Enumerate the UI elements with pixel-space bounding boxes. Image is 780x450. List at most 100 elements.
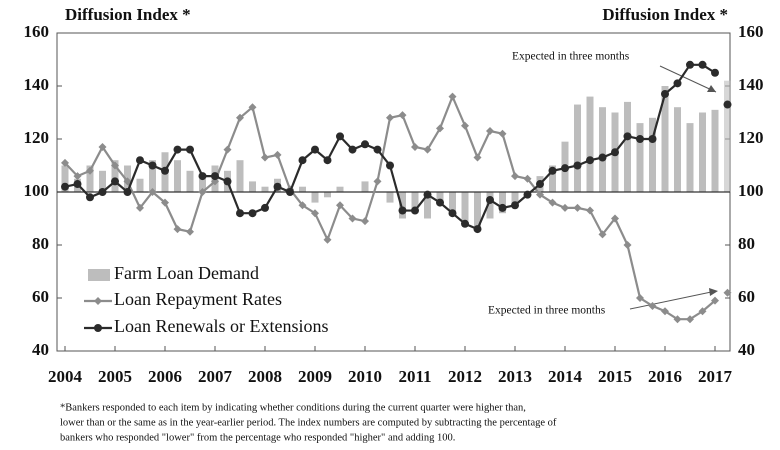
point [711,68,719,77]
point [98,188,107,196]
y-tick-label: 100 [24,181,50,200]
bar [661,86,669,192]
bar [649,117,656,192]
point [348,214,357,223]
x-tick-label: 2004 [48,367,83,386]
expected-point [723,288,732,297]
bar [361,181,369,192]
bar [449,192,456,214]
y2-tick-label: 100 [738,181,764,200]
point [661,307,669,316]
point [273,182,282,191]
point [448,92,457,101]
point [536,190,544,199]
point [573,161,582,170]
bar [474,192,481,230]
point [223,177,232,186]
bar [636,123,644,192]
bar [486,192,494,219]
point [123,188,132,196]
bar [299,186,306,192]
point [598,230,607,239]
x-tick-label: 2005 [98,367,132,386]
bar [711,109,719,192]
point [511,172,519,181]
point [323,156,332,165]
bar [511,192,519,206]
point [198,188,207,196]
point [436,198,444,207]
bar [599,107,606,192]
y2-tick-label: 60 [738,287,755,306]
point [311,209,319,218]
y-tick-label: 140 [24,75,50,94]
annotation-arrow [659,65,717,93]
point [386,161,394,170]
point [136,203,144,212]
point [361,217,369,226]
point [136,156,144,165]
x-tick-label: 2008 [248,367,282,386]
point [148,161,157,170]
point [561,164,569,173]
point [373,177,382,186]
point [523,174,532,183]
point [698,307,707,316]
y2-tick-label: 140 [738,75,764,94]
point [236,209,244,218]
bar [236,160,244,192]
point [261,203,269,212]
point [323,235,332,244]
point [373,145,382,154]
point [523,190,532,199]
annotation: Expected in three months [488,305,606,317]
y2-tick-label: 120 [738,128,764,147]
y-tick-label: 120 [24,128,50,147]
y-tick-label: 40 [32,340,49,359]
y-tick-label: 160 [24,22,50,41]
point [686,60,694,69]
x-tick-label: 2011 [398,367,431,386]
point [298,201,307,210]
point [198,172,207,181]
bar [61,165,69,192]
point [186,227,194,236]
x-tick-label: 2012 [448,367,482,386]
expected-point [723,100,732,109]
point [223,145,232,154]
bar [424,192,431,219]
bar [261,186,269,192]
point [86,166,94,175]
bar [199,178,206,192]
point [423,190,432,199]
bar [86,165,94,192]
x-tick-label: 2007 [198,367,233,386]
point [286,188,294,196]
point [436,124,444,133]
x-tick-label: 2016 [648,367,682,386]
point [536,180,544,189]
point [673,315,682,324]
point [611,214,619,223]
y2-tick-label: 160 [738,22,764,41]
point [361,140,369,149]
point [261,153,269,162]
point [111,177,119,186]
x-tick-label: 2014 [548,367,583,386]
point [336,132,344,141]
bar [574,104,581,192]
y-tick-label: 80 [32,234,49,253]
point [161,166,169,175]
point [636,135,644,143]
point [111,161,119,170]
legend-label: Loan Renewals or Extensions [114,316,328,336]
point [698,60,707,69]
point [386,113,394,122]
point [461,121,469,130]
y2-axis-title: Diffusion Index * [602,5,728,24]
point [473,153,482,162]
bar [111,160,119,192]
x-tick-label: 2013 [498,367,532,386]
bar [399,192,406,219]
point [473,225,482,234]
